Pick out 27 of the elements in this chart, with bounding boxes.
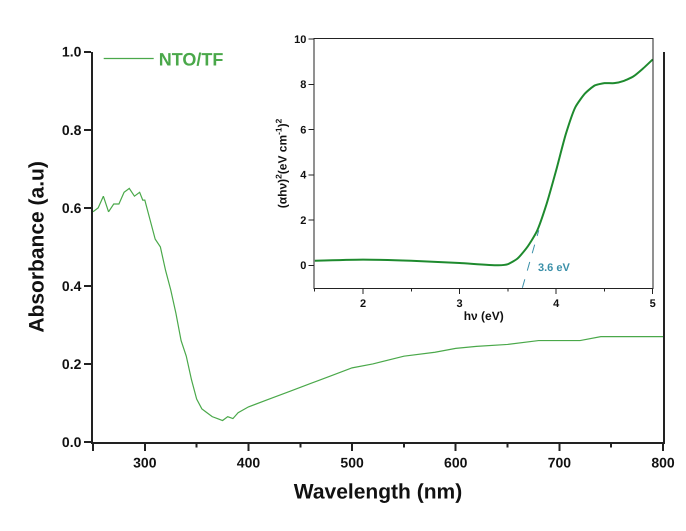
y-tick-label: 8: [300, 79, 306, 92]
x-axis-title: hν (eV): [464, 309, 504, 324]
x-tick-label: 4: [553, 298, 560, 310]
y-tick-label: 6: [300, 124, 306, 136]
x-axis-title: Wavelength (nm): [294, 480, 462, 504]
y-tick-label: 0.6: [62, 200, 82, 216]
x-tick-label: 600: [444, 454, 468, 471]
legend-label: NTO/TF: [158, 50, 224, 70]
y-tick-label: 10: [294, 34, 306, 46]
x-tick-label: 5: [650, 298, 656, 310]
x-tick-label: 3: [456, 298, 463, 310]
x-tick-label: 700: [548, 454, 572, 471]
annotation: 3.6 eV: [538, 262, 570, 274]
y-tick-label: 0.2: [62, 356, 82, 372]
y-tick-label: 0.0: [62, 434, 82, 450]
y-tick-label: 0.8: [62, 122, 82, 138]
x-tick-label: 500: [340, 454, 364, 471]
y-tick-label: 1.0: [62, 44, 82, 60]
y-tick-label: 0.4: [62, 278, 82, 294]
x-tick-label: 800: [651, 454, 675, 471]
y-tick-label: 0: [300, 260, 306, 272]
x-tick-label: 300: [133, 454, 157, 471]
x-tick-label: 2: [360, 298, 366, 310]
y-axis-title: Absorbance (a.u): [26, 161, 49, 333]
x-tick-label: 400: [236, 454, 260, 471]
y-tick-label: 4: [300, 170, 308, 182]
y-tick-label: 2: [300, 214, 306, 227]
